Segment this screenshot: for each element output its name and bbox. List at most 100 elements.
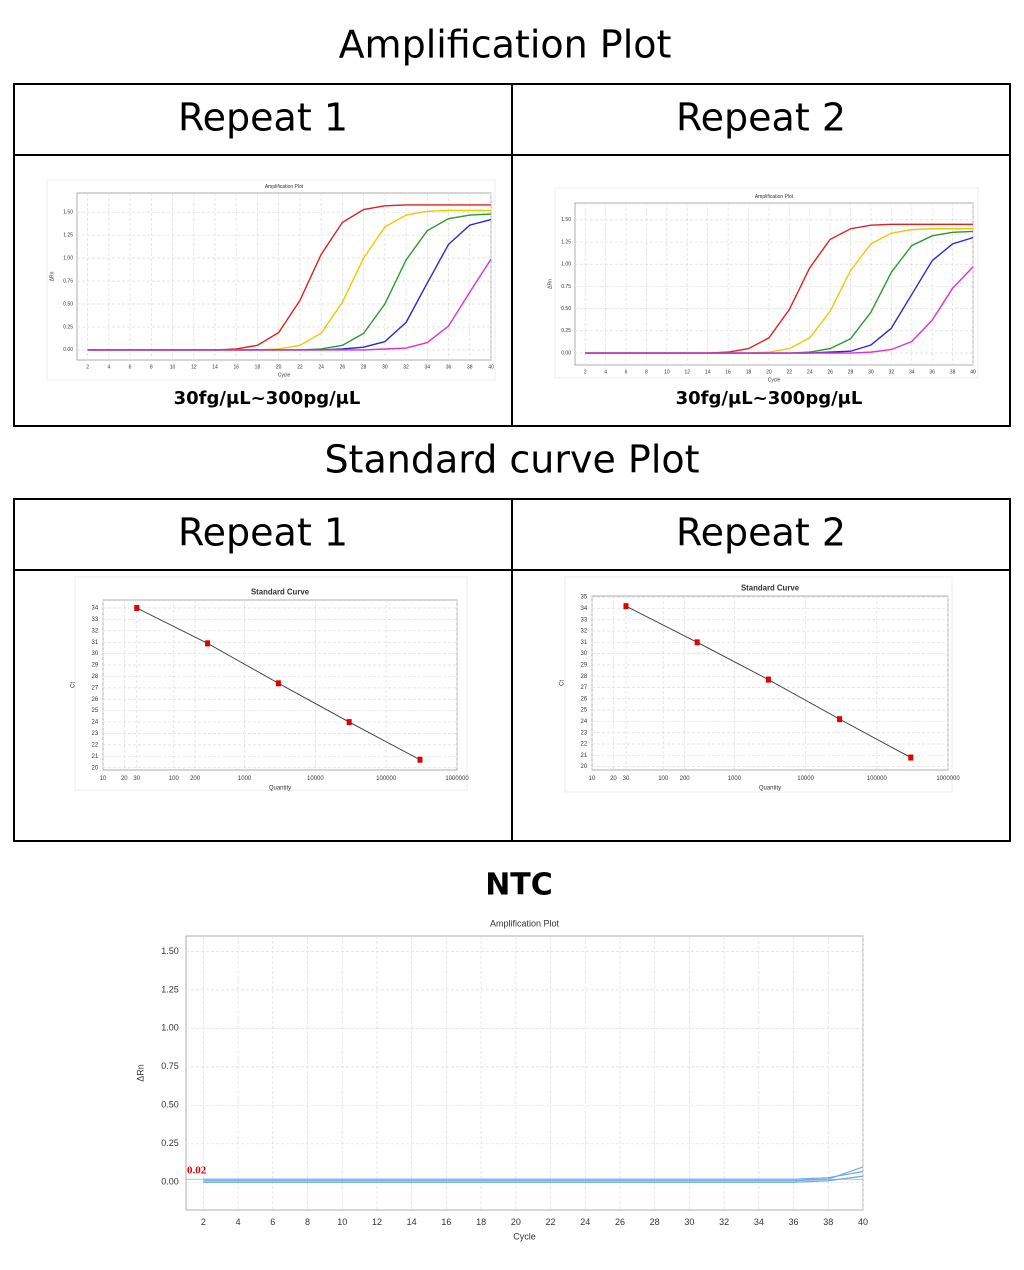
x-tick-label: 12 [191, 364, 197, 370]
x-tick-label: 12 [372, 1217, 382, 1227]
y-tick-label: 0.75 [63, 278, 73, 284]
x-tick-label: 10 [664, 369, 670, 375]
y-tick-label: 0.00 [63, 347, 73, 353]
point [417, 756, 423, 763]
y-axis-label: ΔRn [547, 279, 553, 289]
x-tick-label: 22 [546, 1217, 556, 1227]
section-title: NTC [485, 868, 553, 903]
x-axis-label: Cycle [278, 372, 291, 378]
x-tick-label: 1000 [728, 776, 742, 782]
section-title: Standard curve Plot [324, 438, 699, 482]
x-tick-label: 24 [807, 369, 813, 375]
y-tick-label: 0.00 [161, 1177, 179, 1187]
x-tick-label: 24 [580, 1217, 590, 1227]
y-tick-label: 0.50 [561, 306, 571, 312]
x-tick-label: 26 [827, 369, 833, 375]
y-tick-label: 0.00 [561, 350, 571, 356]
y-tick-label: 28 [581, 674, 588, 680]
table-frame [13, 83, 1011, 427]
y-tick-label: 0.25 [63, 324, 73, 330]
chart: Standard Curve Quantity Ct 20 21 22 23 24 25 26 27… [560, 576, 960, 793]
x-axis-label: Cycle [768, 377, 781, 383]
x-tick-label: 10000 [307, 776, 324, 782]
table-frame [13, 498, 1011, 842]
y-tick-label: 27 [92, 685, 99, 691]
x-tick-label: 30 [623, 776, 630, 782]
x-tick-label: 38 [467, 364, 473, 370]
x-tick-label: 2 [86, 364, 89, 370]
y-tick-label: 0.25 [161, 1138, 179, 1148]
curve [87, 258, 492, 351]
charts: Amplification Plot Cycle ΔRn 0.00 0.25 0.50 0.… [46, 179, 979, 1250]
chart-title: Amplification Plot [265, 184, 304, 190]
y-tick-label: 0.25 [561, 328, 571, 334]
x-tick-label: 30 [684, 1217, 694, 1227]
y-tick-label: 0.50 [63, 301, 73, 307]
point [134, 604, 140, 611]
column-header: Repeat 2 [676, 96, 846, 140]
y-tick-label: 0.50 [161, 1100, 179, 1110]
y-tick-label: 34 [581, 606, 588, 612]
x-tick-label: 8 [305, 1217, 310, 1227]
y-axis-label: Ct [71, 682, 77, 688]
x-tick-label: 22 [297, 364, 303, 370]
x-tick-label: 16 [441, 1217, 451, 1227]
chart-title: Amplification Plot [755, 194, 794, 200]
y-tick-label: 22 [92, 742, 99, 748]
point [346, 719, 352, 726]
point [623, 603, 629, 610]
x-tick-label: 32 [889, 369, 895, 375]
y-axis-label: Ct [560, 680, 566, 686]
chart-title: Amplification Plot [490, 919, 560, 929]
x-tick-label: 6 [625, 369, 628, 375]
x-tick-label: 34 [425, 364, 431, 370]
y-tick-label: 33 [581, 617, 588, 623]
x-tick-label: 1000000 [445, 776, 469, 782]
column-header: Repeat 1 [178, 511, 348, 555]
y-tick-label: 30 [92, 651, 99, 657]
plot-area [591, 595, 949, 771]
x-tick-label: 16 [233, 364, 239, 370]
y-axis-label: ΔRn [135, 1064, 145, 1082]
y-tick-label: 29 [92, 663, 99, 669]
x-tick-label: 18 [746, 369, 752, 375]
curve [203, 1170, 864, 1180]
y-tick-label: 0.75 [561, 284, 571, 290]
x-tick-label: 34 [909, 369, 915, 375]
x-axis-label: Cycle [513, 1231, 536, 1241]
x-tick-label: 4 [107, 364, 110, 370]
chart: Amplification Plot Cycle ΔRn 0.00 0.25 0.50 0.… [46, 179, 496, 381]
y-tick-label: 29 [581, 663, 588, 669]
x-tick-label: 38 [950, 369, 956, 375]
chart: Standard Curve Quantity Ct 20 21 22 23 24 25 26 27… [71, 576, 469, 792]
y-tick-label: 1.50 [561, 217, 571, 223]
y-tick-label: 20 [92, 765, 99, 771]
x-tick-label: 10000 [797, 776, 814, 782]
y-tick-label: 26 [92, 697, 99, 703]
y-tick-label: 26 [581, 696, 588, 702]
y-tick-label: 1.00 [161, 1023, 179, 1033]
x-tick-label: 34 [754, 1217, 764, 1227]
column-header: Repeat 1 [178, 96, 348, 140]
y-tick-label: 31 [581, 640, 588, 646]
x-tick-label: 100 [169, 776, 180, 782]
x-tick-label: 100 [658, 776, 669, 782]
x-tick-label: 28 [848, 369, 854, 375]
x-tick-label: 30 [133, 776, 140, 782]
y-tick-label: 21 [92, 754, 99, 760]
x-tick-label: 6 [270, 1217, 275, 1227]
x-tick-label: 20 [511, 1217, 521, 1227]
y-tick-label: 1.50 [63, 210, 73, 216]
x-tick-label: 16 [725, 369, 731, 375]
y-tick-label: 21 [581, 753, 588, 759]
y-tick-label: 25 [581, 708, 588, 714]
point [837, 716, 843, 723]
y-tick-label: 32 [581, 629, 588, 635]
point [765, 676, 771, 683]
x-tick-label: 200 [190, 776, 201, 782]
y-tick-label: 30 [581, 651, 588, 657]
y-tick-label: 1.25 [63, 233, 73, 239]
y-tick-label: 1.00 [561, 262, 571, 268]
y-tick-label: 23 [581, 730, 588, 736]
y-tick-label: 1.00 [63, 255, 73, 261]
